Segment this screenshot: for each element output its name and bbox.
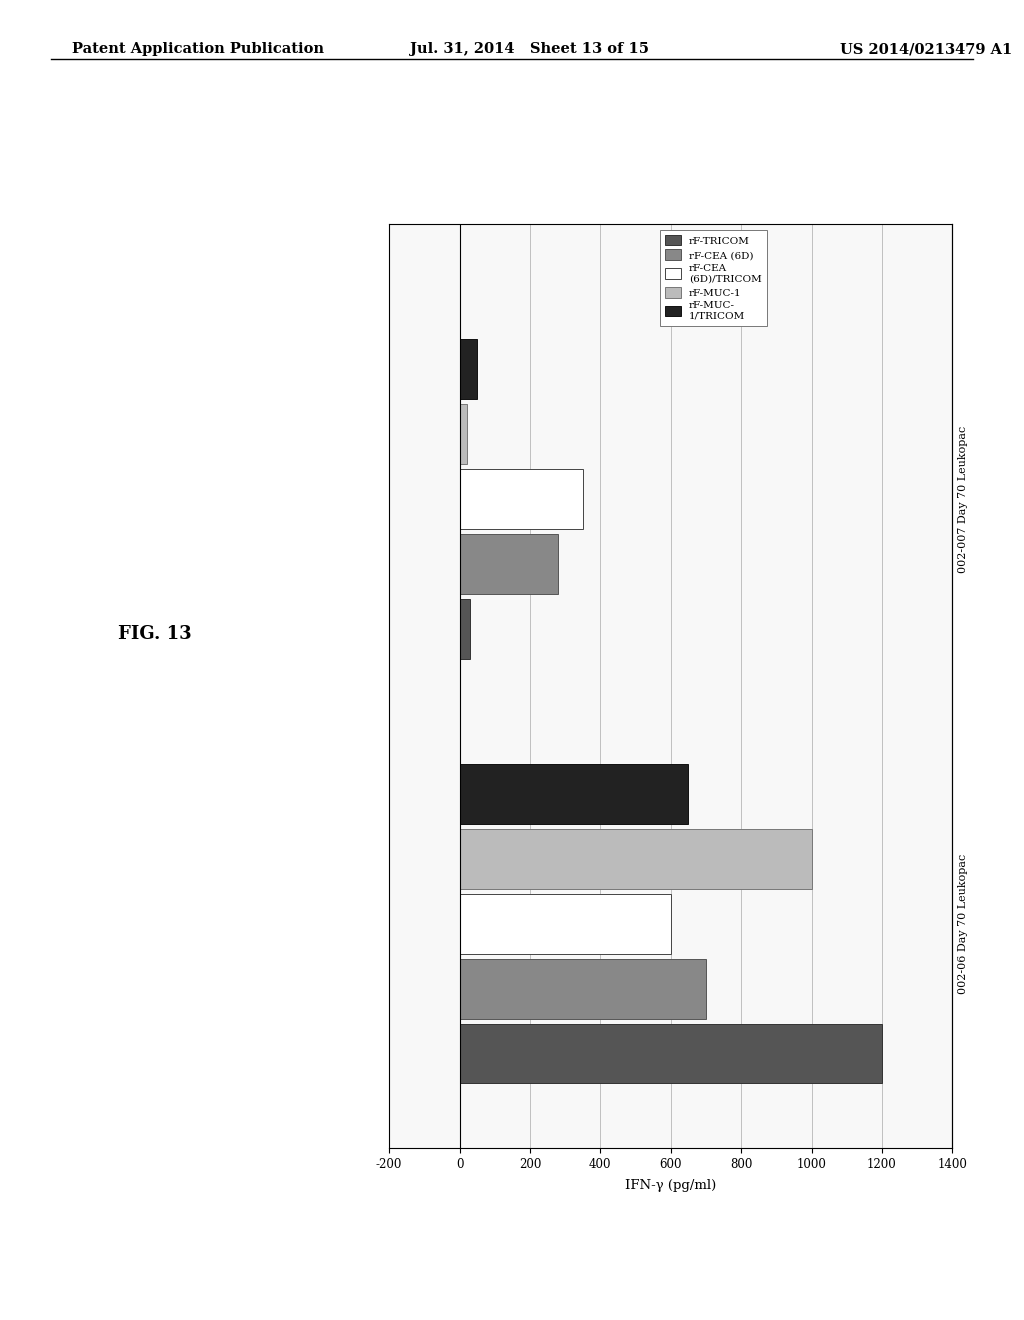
Text: FIG. 13: FIG. 13 — [118, 624, 191, 643]
Bar — [460, 1023, 882, 1084]
Bar — [460, 535, 558, 594]
Bar — [460, 599, 470, 659]
Text: Patent Application Publication: Patent Application Publication — [72, 42, 324, 57]
Bar — [460, 339, 477, 399]
X-axis label: IFN-γ (pg/ml): IFN-γ (pg/ml) — [625, 1180, 717, 1192]
Bar — [460, 469, 583, 529]
Bar — [460, 764, 688, 824]
Text: US 2014/0213479 A1: US 2014/0213479 A1 — [840, 42, 1012, 57]
Legend: rF-TRICOM, rF-CEA (6D), rF-CEA
(6D)/TRICOM, rF-MUC-1, rF-MUC-
1/TRICOM: rF-TRICOM, rF-CEA (6D), rF-CEA (6D)/TRIC… — [659, 230, 767, 326]
Bar — [460, 404, 467, 465]
Text: Jul. 31, 2014   Sheet 13 of 15: Jul. 31, 2014 Sheet 13 of 15 — [410, 42, 648, 57]
Bar — [460, 829, 811, 888]
Bar — [460, 894, 671, 953]
Bar — [460, 958, 706, 1019]
